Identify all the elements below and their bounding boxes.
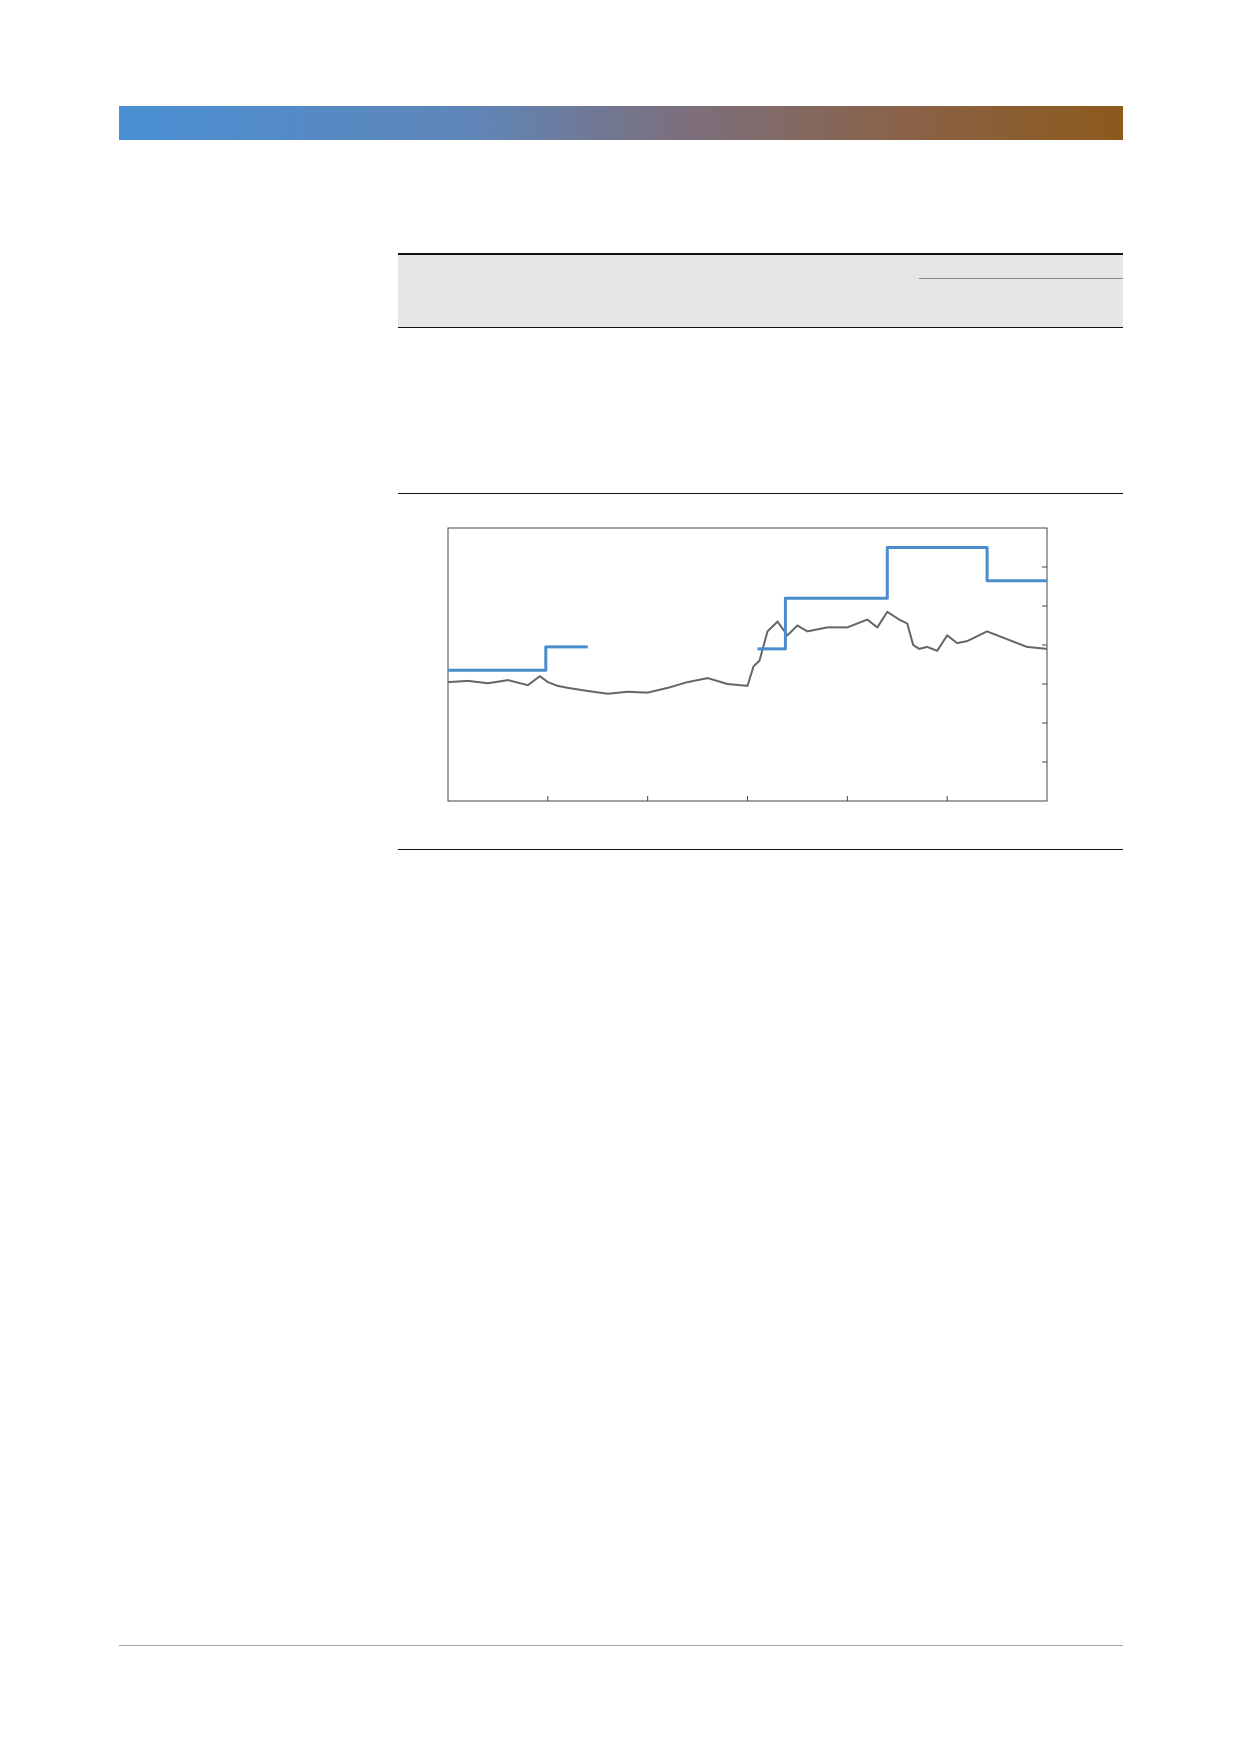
table-bottom-rule [398, 493, 1123, 494]
price-chart-svg [447, 527, 1048, 802]
header-subrule [919, 278, 1123, 279]
target-line-2 [757, 546, 1047, 651]
target-line-1 [448, 645, 588, 672]
table-header [398, 253, 1123, 328]
price-line-0 [447, 610, 1048, 695]
chart-bottom-rule [398, 849, 1123, 850]
table-body [398, 327, 1123, 494]
header-color-band [119, 106, 1123, 140]
plot-frame [447, 527, 1048, 802]
footer-rule [119, 1645, 1123, 1646]
price-chart [398, 510, 1123, 830]
